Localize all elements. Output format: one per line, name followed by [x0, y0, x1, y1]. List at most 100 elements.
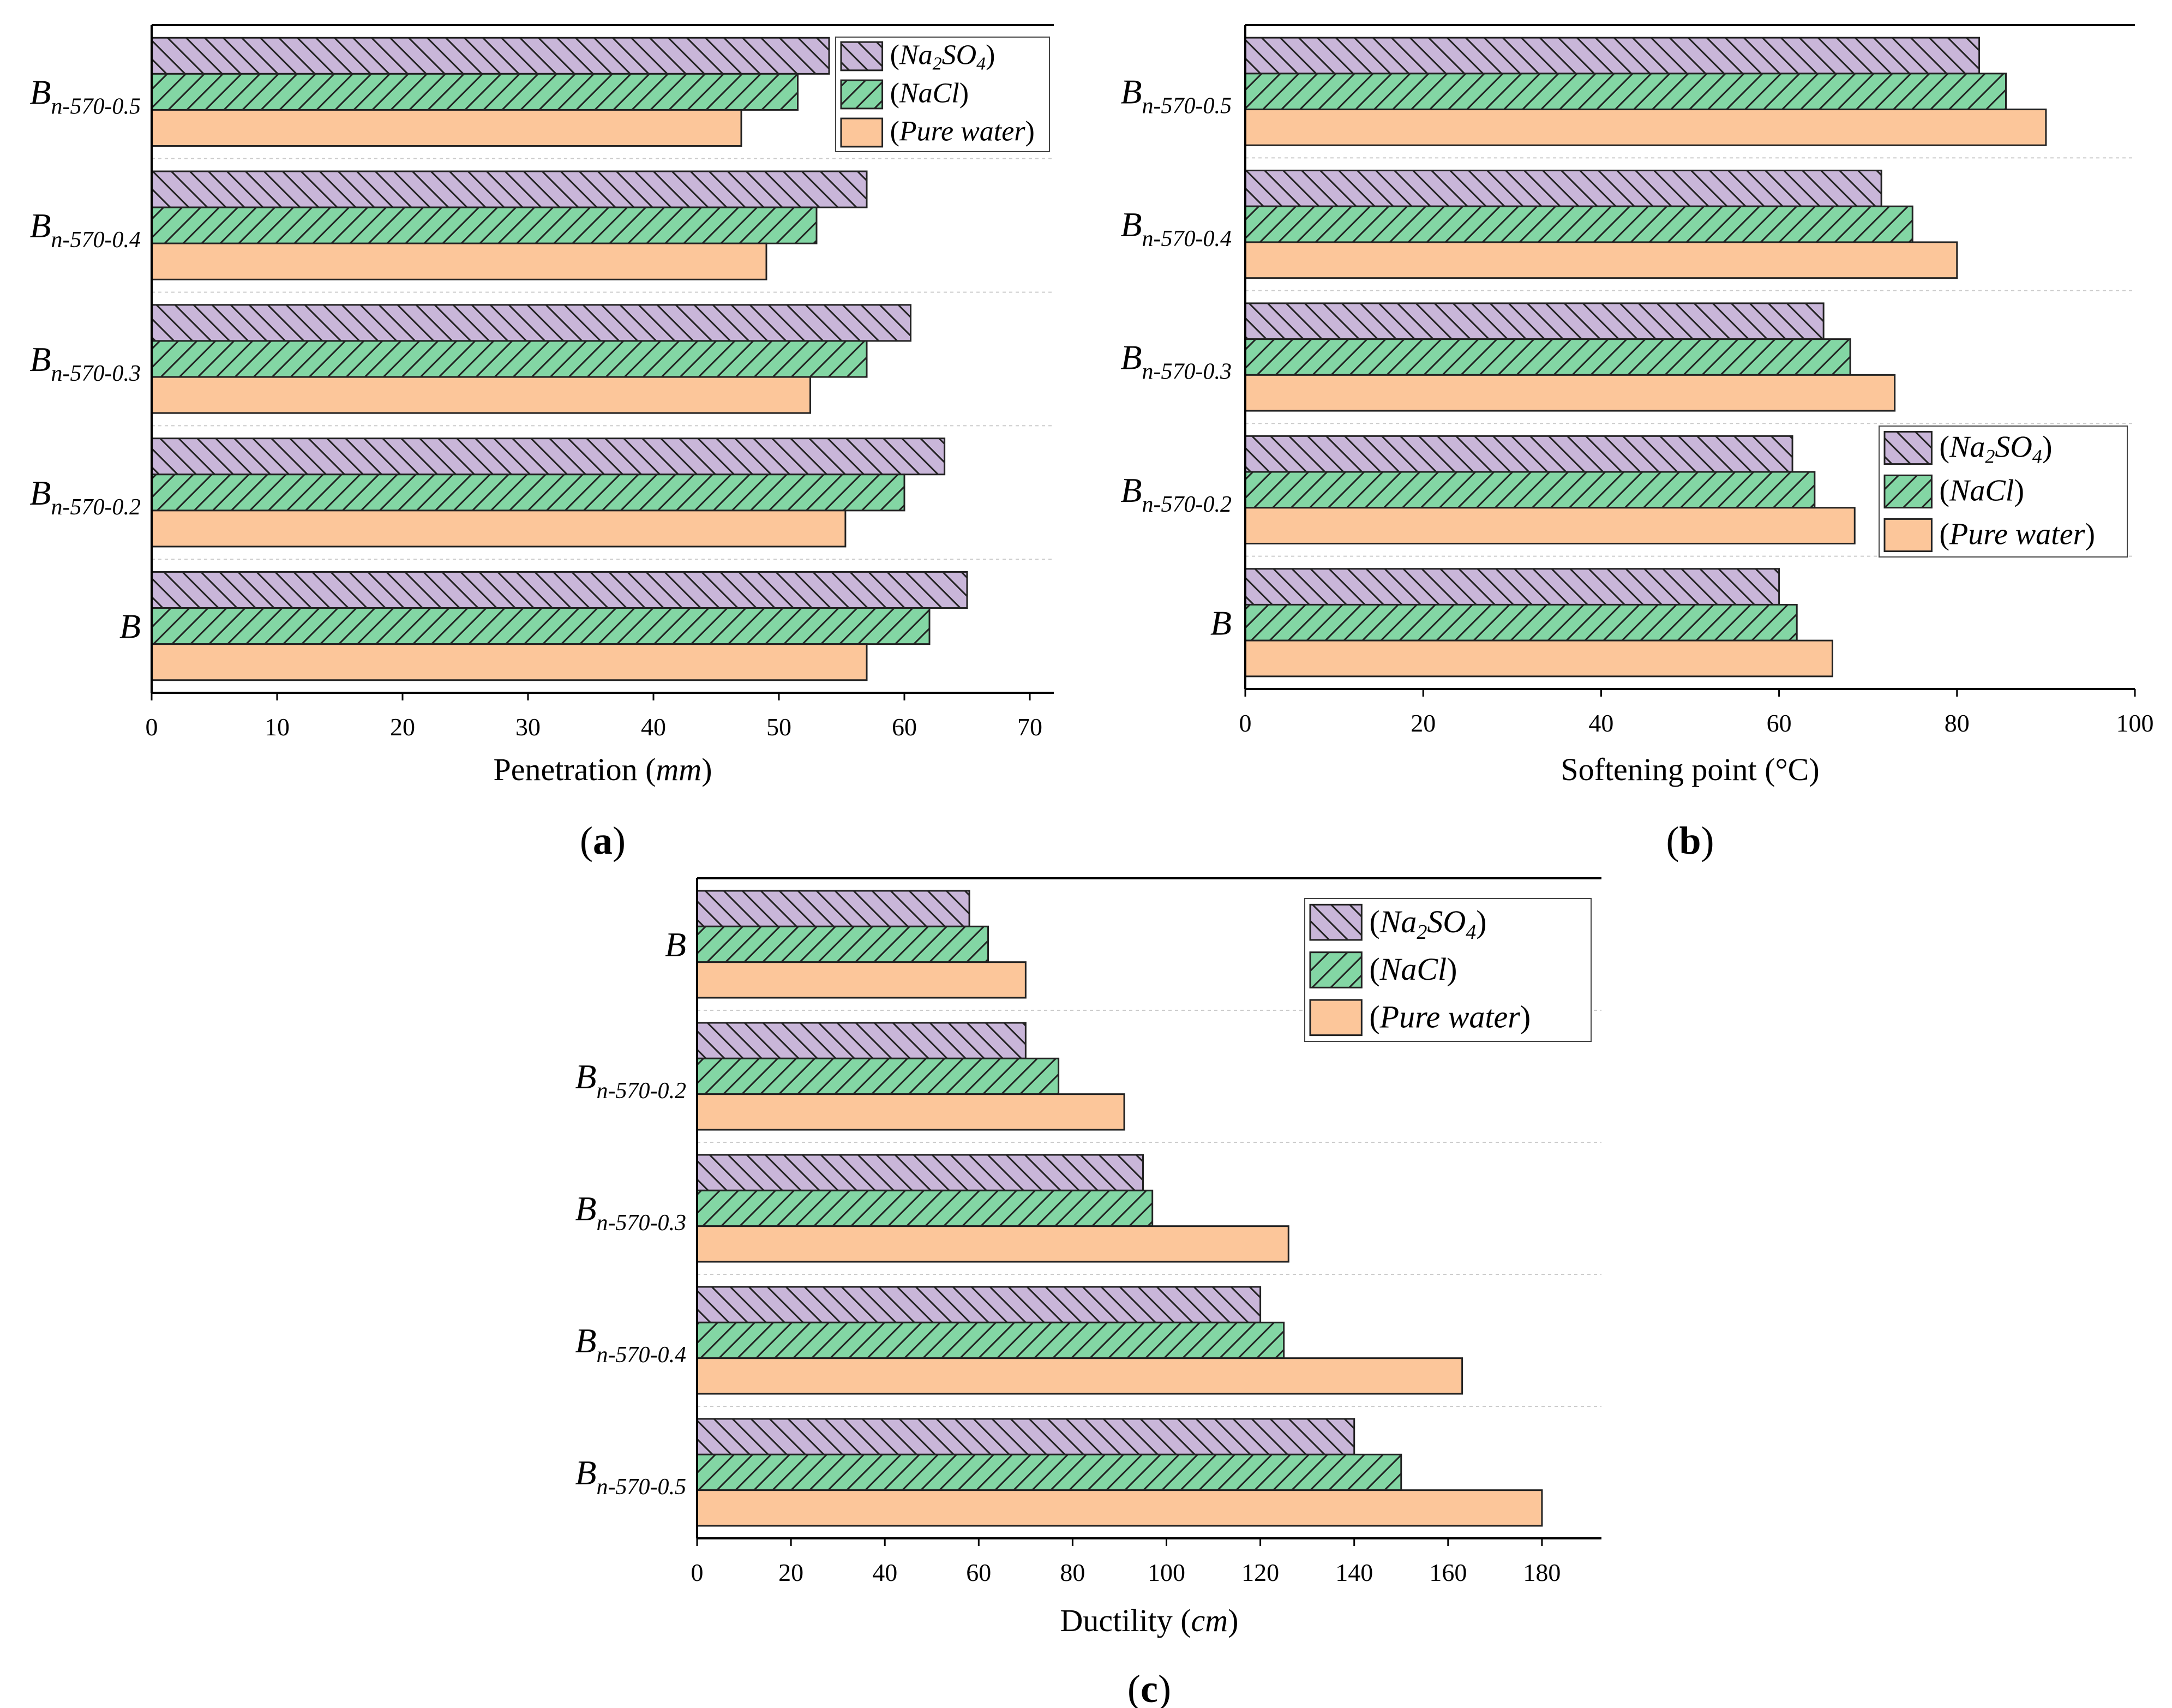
chart-b: Bn-570-0.5 Bn-570-0.4 Bn-570-0.3 Bn-570-0.2…	[1120, 24, 2154, 862]
bar-pure-4	[696, 1489, 1543, 1527]
bar-pure-2	[696, 1225, 1289, 1263]
bar-hatch-nacl-2	[1245, 339, 1851, 375]
legend-label-pure: (Pure water)	[890, 116, 1035, 147]
legend-swatch-hatch-nacl	[1310, 952, 1362, 988]
x-tick-label: 160	[1429, 1559, 1467, 1586]
legend-label-pure: (Pure water)	[1939, 518, 2095, 552]
x-tick-label: 0	[1239, 709, 1252, 737]
legend-label-na2so4: (Na2SO4)	[1939, 430, 2052, 468]
bar-hatch-nacl-1	[697, 1058, 1059, 1094]
bar-hatch-nacl-0	[697, 926, 988, 962]
legend-swatch-hatch-nacl	[841, 80, 883, 109]
bar-hatch-na2so4-1	[697, 1022, 1026, 1059]
bar-hatch-nacl-1	[152, 207, 817, 244]
bar-hatch-na2so4-3	[1245, 436, 1793, 472]
category-label-3: Bn-570-0.4	[575, 1321, 686, 1368]
bar-hatch-na2so4-4	[152, 572, 967, 608]
category-label-0: Bn-570-0.5	[29, 73, 141, 119]
legend-swatch-hatch-na2so4	[1310, 904, 1362, 940]
bar-hatch-nacl-2	[697, 1190, 1153, 1226]
bar-hatch-nacl-0	[1245, 73, 2006, 110]
x-tick-label: 60	[892, 713, 917, 741]
legend-label-na2so4: (Na2SO4)	[1369, 904, 1486, 944]
x-tick-label: 70	[1017, 713, 1042, 741]
x-tick-label: 80	[1945, 709, 1970, 737]
bar-pure-0	[151, 109, 742, 147]
legend: (Na2SO4) (NaCl) (Pure water)	[835, 37, 1050, 152]
x-tick-label: 140	[1335, 1559, 1373, 1586]
bar-pure-3	[151, 510, 847, 548]
x-tick-label: 80	[1060, 1559, 1085, 1586]
bar-pure-4	[151, 643, 868, 681]
x-tick-label: 60	[1767, 709, 1792, 737]
category-label-2: Bn-570-0.3	[1120, 338, 1232, 385]
x-tick-label: 100	[2116, 709, 2154, 737]
bar-pure-3	[696, 1357, 1463, 1395]
category-label-1: Bn-570-0.2	[575, 1057, 686, 1104]
legend-swatch-hatch-nacl	[1885, 475, 1932, 508]
category-label-3: Bn-570-0.2	[1120, 471, 1232, 517]
legend-label-nacl: (NaCl)	[890, 78, 969, 109]
category-label-0: B	[665, 925, 686, 964]
legend-swatch-hatch-na2so4	[1885, 432, 1932, 464]
bar-hatch-na2so4-0	[152, 38, 829, 74]
panel-label: (c)	[1127, 1667, 1171, 1708]
bar-hatch-nacl-3	[1245, 472, 1815, 508]
panel-label: (b)	[1666, 819, 1714, 862]
bar-pure-2	[151, 376, 811, 414]
x-tick-label: 40	[872, 1559, 897, 1586]
bar-hatch-na2so4-3	[697, 1286, 1261, 1323]
bar-hatch-na2so4-1	[1245, 170, 1882, 207]
bar-hatch-nacl-4	[152, 608, 929, 644]
bar-hatch-na2so4-2	[697, 1154, 1143, 1191]
bar-pure-1	[151, 242, 767, 280]
x-tick-label: 30	[515, 713, 541, 741]
legend: (Na2SO4) (NaCl) (Pure water)	[1304, 898, 1592, 1042]
x-axis-label: Softening point (°C)	[1561, 752, 1819, 787]
x-tick-label: 180	[1523, 1559, 1561, 1586]
category-label-4: Bn-570-0.5	[575, 1453, 686, 1500]
x-tick-label: 120	[1241, 1559, 1279, 1586]
legend-label-nacl: (NaCl)	[1939, 474, 2024, 508]
bar-hatch-nacl-4	[697, 1454, 1401, 1490]
category-label-0: Bn-570-0.5	[1120, 73, 1232, 119]
bar-pure-4	[1244, 639, 1833, 678]
bar-hatch-na2so4-3	[152, 438, 945, 475]
legend-swatch-pure	[840, 117, 884, 148]
x-axis-label: Ductility (cm)	[1060, 1603, 1239, 1638]
x-tick-label: 10	[265, 713, 290, 741]
chart-c: B Bn-570-0.2 Bn-570-0.3 Bn-570-0.4 Bn-570-0.…	[575, 877, 1601, 1708]
bar-hatch-na2so4-4	[697, 1418, 1354, 1455]
bar-hatch-nacl-2	[152, 340, 867, 377]
bar-hatch-nacl-0	[152, 74, 798, 110]
category-label-4: B	[119, 607, 141, 646]
x-tick-label: 40	[1588, 709, 1613, 737]
x-tick-label: 20	[778, 1559, 803, 1586]
x-tick-label: 40	[641, 713, 666, 741]
bar-hatch-na2so4-4	[1245, 568, 1779, 605]
legend-label-na2so4: (Na2SO4)	[890, 40, 995, 74]
x-tick-label: 100	[1148, 1559, 1185, 1586]
category-label-3: Bn-570-0.2	[29, 474, 141, 520]
x-tick-label: 20	[1411, 709, 1436, 737]
bar-hatch-nacl-4	[1245, 604, 1797, 641]
legend-swatch-hatch-na2so4	[841, 42, 883, 70]
bar-pure-1	[696, 1093, 1125, 1131]
legend-swatch-pure	[1883, 518, 1933, 553]
x-axis-label: Penetration (mm)	[493, 752, 712, 787]
bar-hatch-na2so4-0	[697, 890, 970, 927]
category-label-4: B	[1210, 603, 1232, 642]
bar-hatch-nacl-3	[697, 1322, 1284, 1358]
bar-hatch-na2so4-2	[1245, 303, 1824, 339]
category-label-1: Bn-570-0.4	[29, 206, 141, 253]
legend-label-pure: (Pure water)	[1369, 999, 1531, 1034]
x-tick-label: 60	[966, 1559, 991, 1586]
bar-pure-1	[1244, 241, 1958, 279]
x-tick-label: 0	[691, 1559, 704, 1586]
bar-pure-0	[696, 961, 1027, 999]
bar-hatch-na2so4-2	[152, 304, 911, 341]
chart-a: Bn-570-0.5 Bn-570-0.4 Bn-570-0.3 Bn-570-0.2…	[29, 24, 1054, 862]
category-label-2: Bn-570-0.3	[29, 340, 141, 386]
bar-hatch-nacl-3	[152, 474, 904, 511]
